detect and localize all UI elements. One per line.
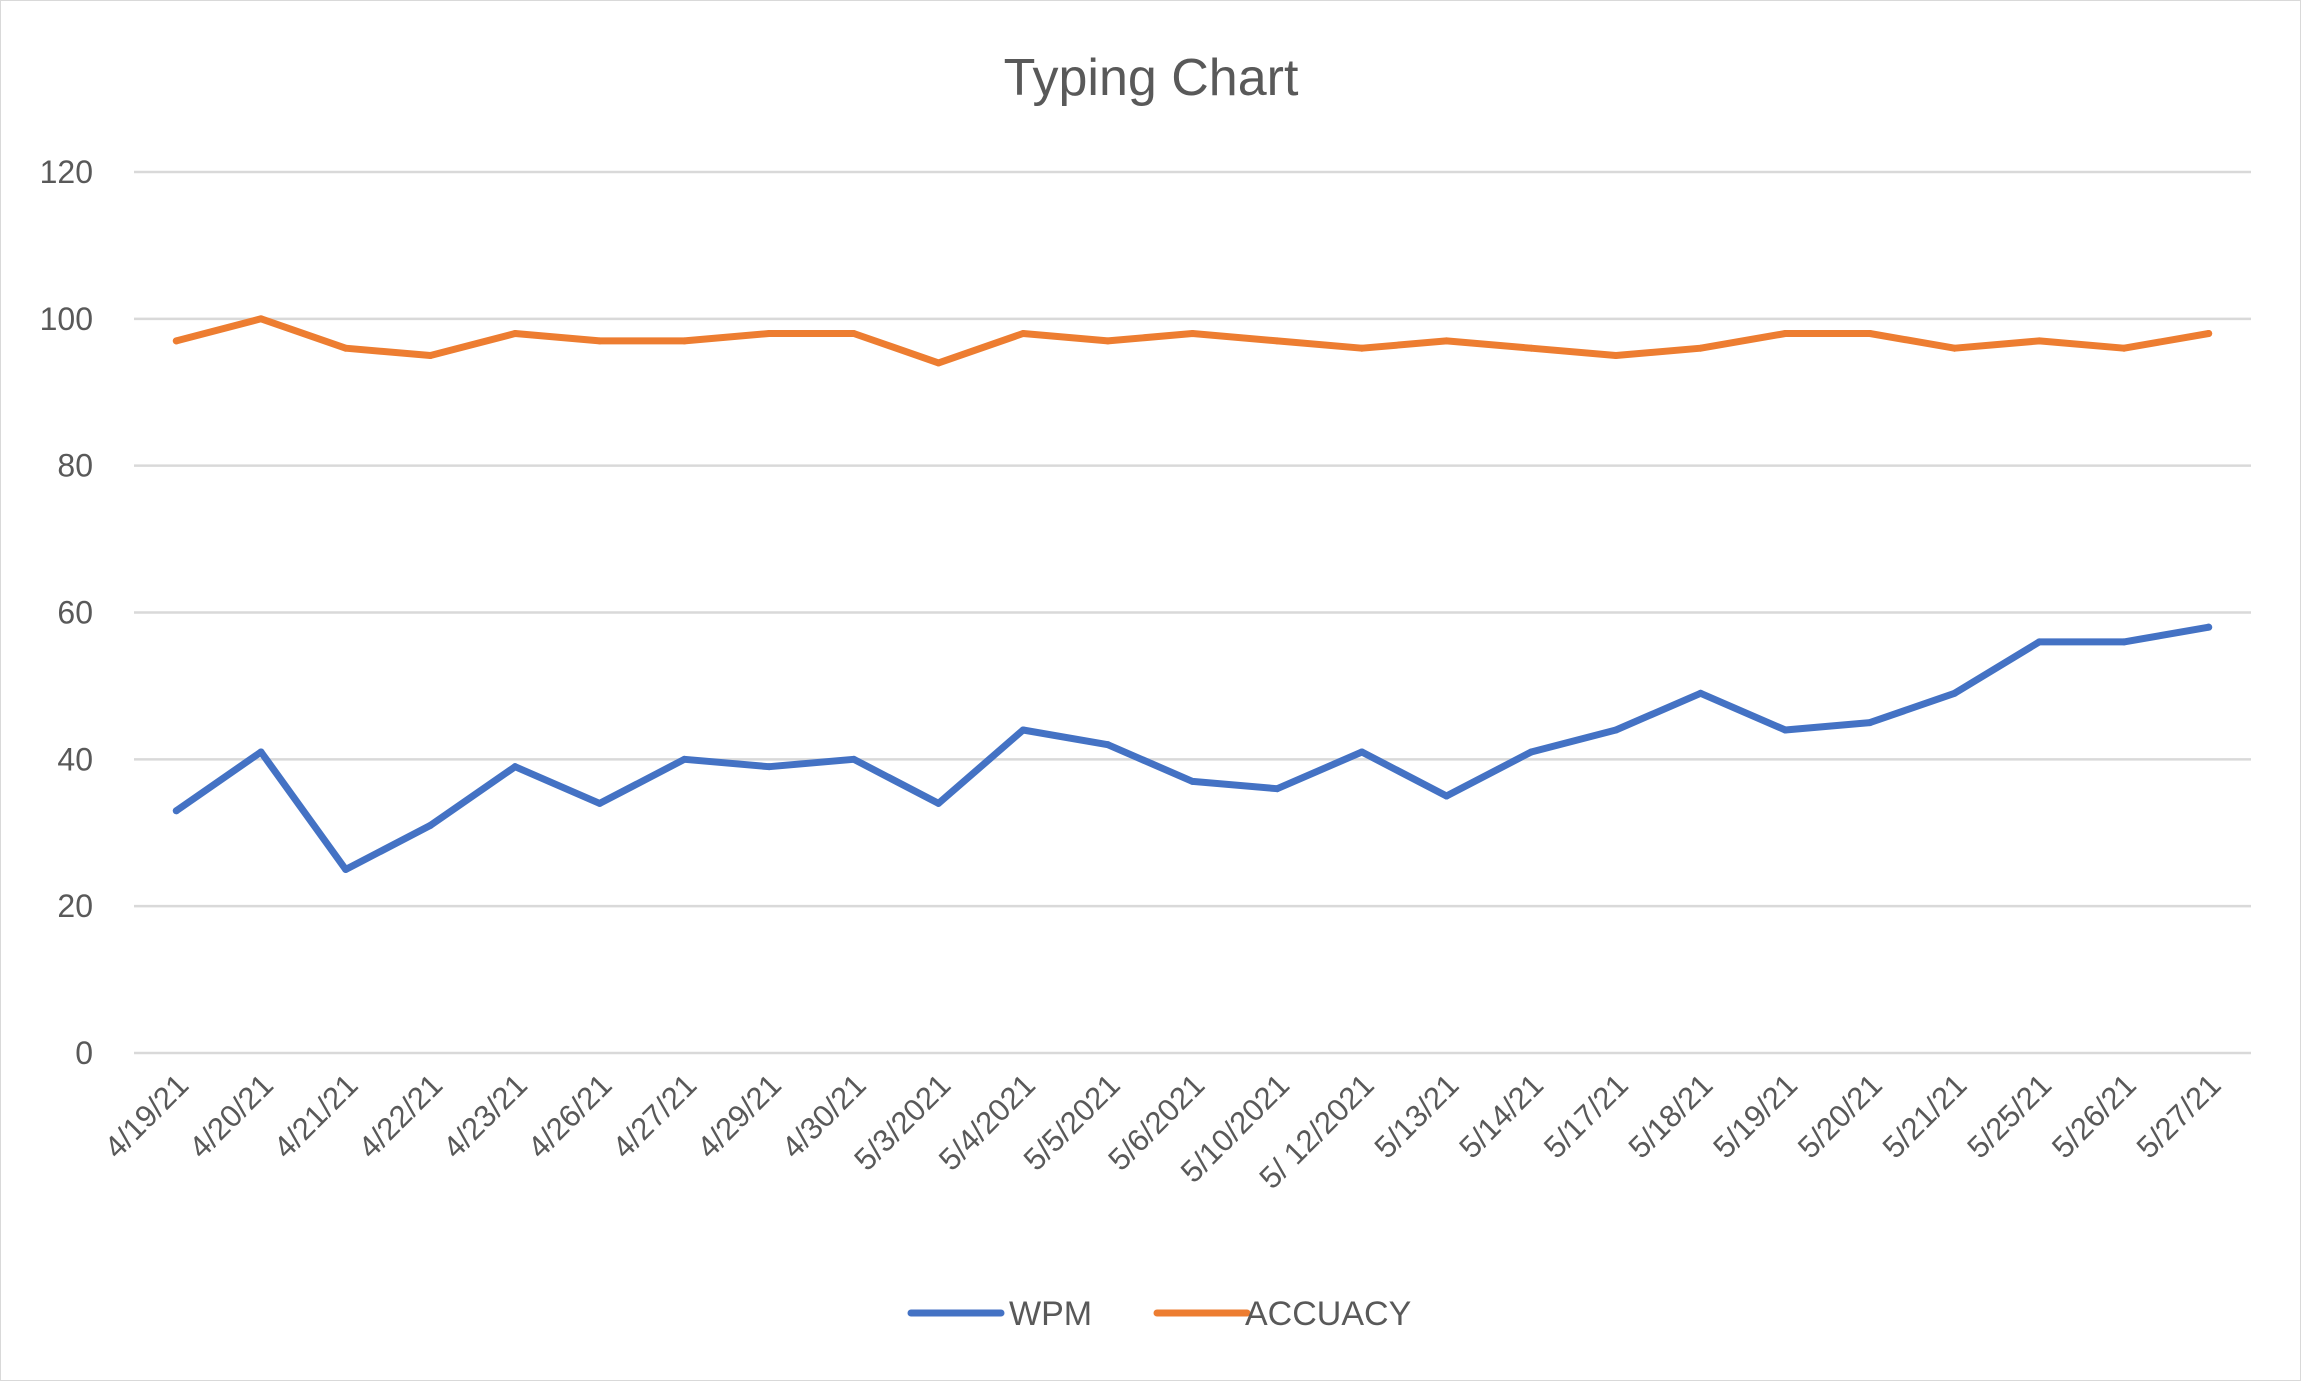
x-tick-label: 5/25/21: [1960, 1067, 2058, 1165]
data-point-accuacy: [172, 337, 180, 345]
x-tick-label: 4/22/21: [351, 1067, 449, 1165]
data-point-accuacy: [1189, 330, 1196, 338]
data-point-accuacy: [426, 352, 434, 360]
data-point-wpm: [257, 748, 265, 756]
data-point-accuacy: [765, 330, 773, 338]
data-point-accuacy: [257, 315, 265, 323]
data-point-accuacy: [596, 337, 604, 345]
x-tick-label: 5/20/21: [1791, 1067, 1889, 1165]
data-point-accuacy: [1358, 344, 1366, 352]
data-point-wpm: [850, 755, 858, 763]
y-axis-tick-labels: 0 20 40 60 80 100 120: [40, 154, 93, 1071]
data-point-wpm: [2120, 638, 2128, 646]
data-point-wpm: [765, 763, 773, 771]
y-tick-label: 120: [40, 154, 93, 190]
data-point-accuacy: [342, 344, 350, 352]
chart-title: Typing Chart: [1004, 49, 1299, 107]
data-point-wpm: [1951, 689, 1959, 697]
series-lines: [172, 315, 2213, 873]
data-point-accuacy: [1443, 337, 1451, 345]
legend-label-accuacy: ACCUACY: [1245, 1295, 1411, 1333]
data-point-wpm: [1443, 792, 1451, 800]
data-point-wpm: [934, 799, 942, 807]
y-tick-label: 60: [57, 595, 93, 631]
data-point-wpm: [2035, 638, 2043, 646]
x-tick-label: 4/20/21: [182, 1067, 280, 1165]
data-point-wpm: [172, 807, 180, 815]
data-point-accuacy: [680, 337, 688, 345]
data-point-accuacy: [2120, 344, 2128, 352]
data-point-wpm: [680, 755, 688, 763]
y-tick-label: 80: [57, 448, 93, 484]
data-point-accuacy: [1019, 330, 1027, 338]
data-point-wpm: [1104, 741, 1112, 749]
data-point-accuacy: [1697, 344, 1705, 352]
data-point-accuacy: [1866, 330, 1874, 338]
x-tick-label: 5/27/21: [2130, 1067, 2228, 1165]
data-point-accuacy: [850, 330, 858, 338]
x-tick-label: 4/19/21: [97, 1067, 195, 1165]
x-tick-label: 5/14/21: [1452, 1067, 1550, 1165]
x-tick-label: 4/26/21: [521, 1067, 619, 1165]
x-tick-label: 5/18/21: [1622, 1067, 1720, 1165]
data-point-wpm: [1358, 748, 1366, 756]
x-tick-label: 5/17/21: [1537, 1067, 1635, 1165]
data-point-accuacy: [1612, 352, 1620, 360]
x-tick-label: 5/26/21: [2045, 1067, 2143, 1165]
legend-label-wpm: WPM: [1009, 1295, 1092, 1333]
data-point-wpm: [2205, 623, 2213, 631]
data-point-accuacy: [1104, 337, 1112, 345]
x-axis-tick-labels: 4/19/214/20/214/21/214/22/214/23/214/26/…: [97, 1067, 2227, 1195]
data-point-wpm: [1697, 689, 1705, 697]
y-tick-label: 100: [40, 301, 93, 337]
data-point-accuacy: [511, 330, 519, 338]
data-point-wpm: [1189, 777, 1196, 785]
data-point-wpm: [1527, 748, 1535, 756]
data-point-accuacy: [1527, 344, 1535, 352]
y-tick-label: 20: [57, 888, 93, 924]
x-tick-label: 5/13/21: [1368, 1067, 1466, 1165]
data-point-wpm: [1866, 719, 1874, 727]
data-point-wpm: [342, 865, 350, 873]
x-tick-label: 4/23/21: [436, 1067, 534, 1165]
y-tick-label: 40: [57, 741, 93, 777]
x-tick-label: 5/19/21: [1706, 1067, 1804, 1165]
data-point-wpm: [426, 821, 434, 829]
legend: WPM ACCUACY: [907, 1295, 1411, 1333]
data-point-accuacy: [1781, 330, 1789, 338]
data-point-accuacy: [934, 359, 942, 367]
data-point-accuacy: [1273, 337, 1281, 345]
data-point-wpm: [511, 763, 519, 771]
data-point-wpm: [1612, 726, 1620, 734]
x-tick-label: 4/21/21: [267, 1067, 365, 1165]
data-point-accuacy: [2035, 337, 2043, 345]
data-point-wpm: [1781, 726, 1789, 734]
series-line-accuacy: [172, 315, 2213, 367]
x-tick-label: 4/29/21: [690, 1067, 788, 1165]
y-tick-label: 0: [75, 1035, 93, 1071]
gridlines: [134, 170, 2251, 1055]
data-point-wpm: [1273, 785, 1281, 793]
data-point-accuacy: [1951, 344, 1959, 352]
data-point-accuacy: [2205, 330, 2213, 338]
data-point-wpm: [1019, 726, 1027, 734]
data-point-wpm: [596, 799, 604, 807]
x-tick-label: 4/27/21: [605, 1067, 703, 1165]
x-tick-label: 5/21/21: [1876, 1067, 1974, 1165]
series-line-wpm: [172, 623, 2213, 873]
